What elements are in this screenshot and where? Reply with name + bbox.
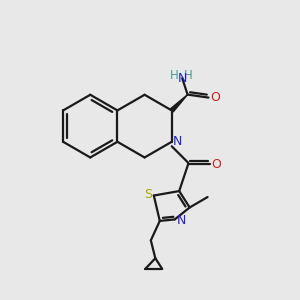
Text: S: S bbox=[144, 188, 152, 200]
Text: N: N bbox=[177, 214, 186, 227]
Text: N: N bbox=[172, 135, 182, 148]
Text: O: O bbox=[210, 91, 220, 104]
Text: N: N bbox=[178, 72, 187, 85]
Text: H: H bbox=[170, 69, 179, 82]
Polygon shape bbox=[170, 94, 188, 112]
Text: O: O bbox=[211, 158, 221, 171]
Text: H: H bbox=[184, 69, 193, 82]
